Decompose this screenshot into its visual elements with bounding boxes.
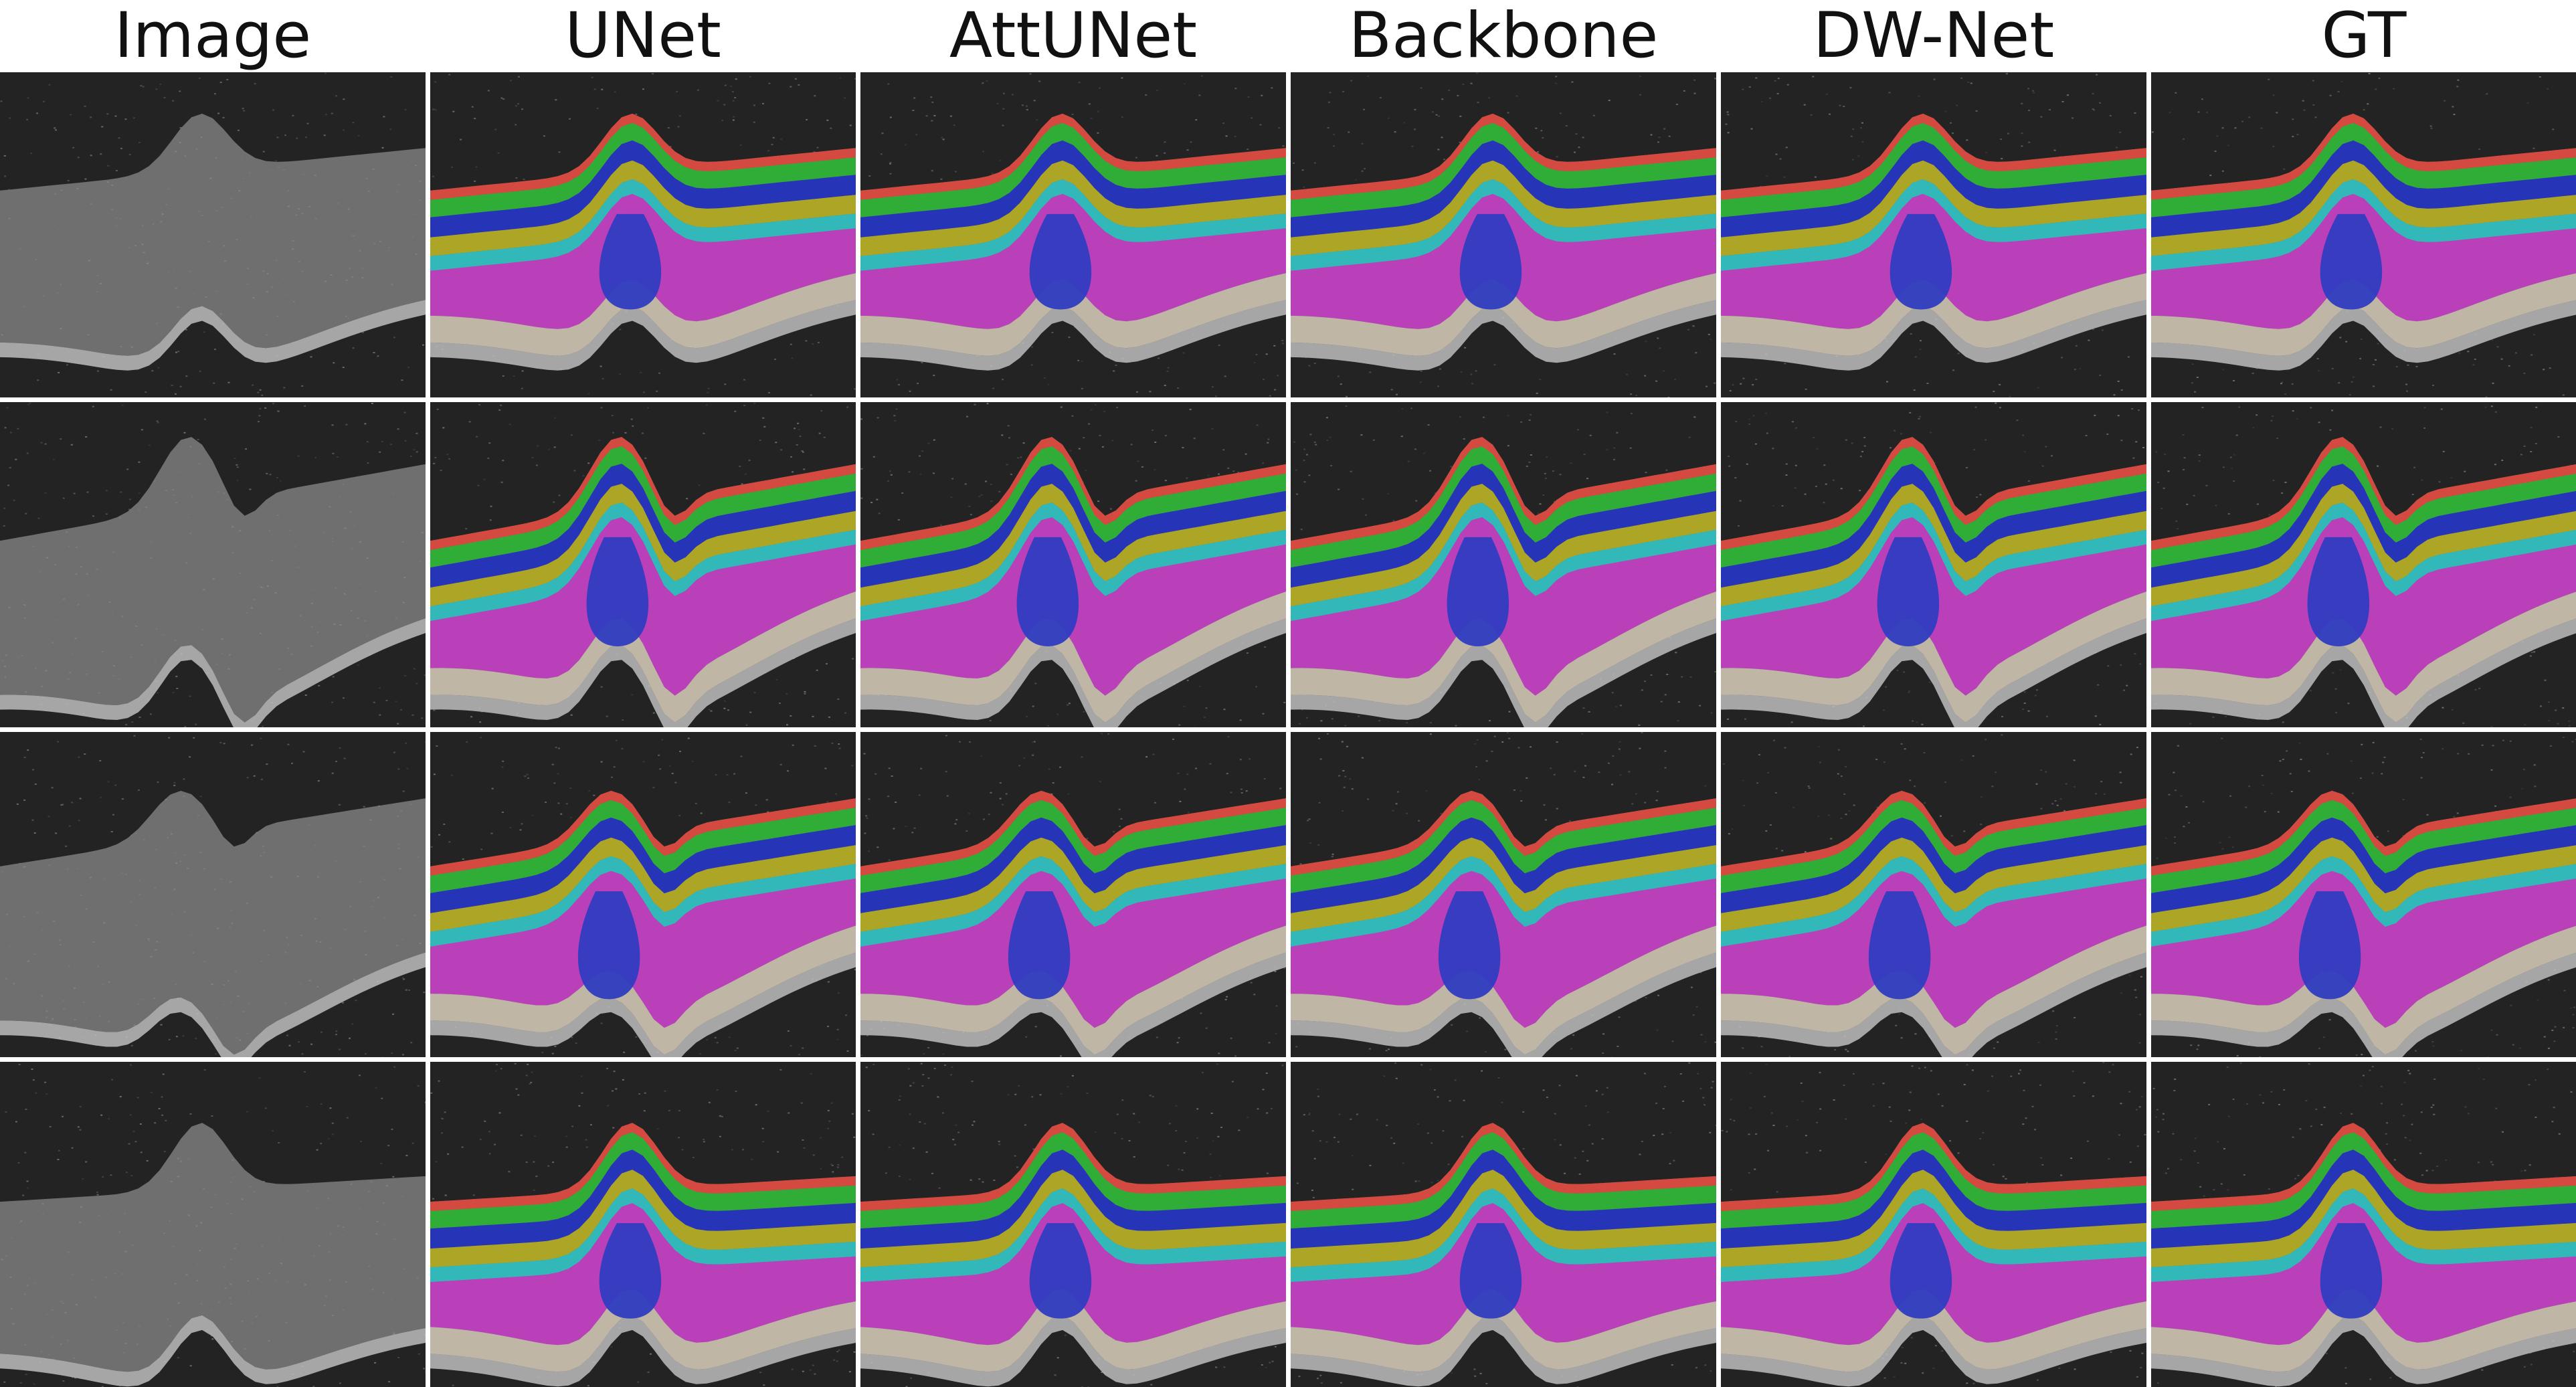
oct-scan	[860, 72, 1286, 397]
tile-row1-gt	[2151, 72, 2576, 397]
tile-row4-attunet	[860, 1062, 1286, 1387]
oct-scan	[0, 72, 426, 397]
oct-scan	[1291, 1062, 1716, 1387]
tile-row3-unet	[430, 732, 856, 1057]
tile-row2-dw-net	[1721, 402, 2146, 727]
oct-scan	[1291, 732, 1716, 1057]
oct-scan	[2151, 732, 2576, 1057]
oct-scan	[2151, 72, 2576, 397]
tile-row2-image	[0, 402, 426, 727]
tile-row2-gt	[2151, 402, 2576, 727]
tile-row2-attunet	[860, 402, 1286, 727]
tile-row4-unet	[430, 1062, 856, 1387]
tile-row3-backbone	[1291, 732, 1716, 1057]
oct-scan	[430, 72, 856, 397]
oct-scan	[2151, 1062, 2576, 1387]
column-headers: Image UNet AttUNet Backbone DW-Net GT	[0, 0, 2576, 72]
tile-row4-dw-net	[1721, 1062, 2146, 1387]
tile-row3-gt	[2151, 732, 2576, 1057]
segmentation-comparison-grid	[0, 72, 2576, 1386]
column-title-backbone: Backbone	[1291, 0, 1716, 72]
oct-scan	[860, 402, 1286, 727]
oct-scan	[430, 402, 856, 727]
column-title-gt: GT	[2151, 0, 2576, 72]
oct-scan	[860, 732, 1286, 1057]
tile-row1-unet	[430, 72, 856, 397]
oct-scan	[430, 732, 856, 1057]
oct-scan	[1721, 732, 2146, 1057]
oct-scan	[860, 1062, 1286, 1387]
oct-scan	[430, 1062, 856, 1387]
column-title-dw-net: DW-Net	[1721, 0, 2146, 72]
tile-row2-unet	[430, 402, 856, 727]
tile-row3-image	[0, 732, 426, 1057]
tile-row2-backbone	[1291, 402, 1716, 727]
tile-row1-dw-net	[1721, 72, 2146, 397]
tile-row1-image	[0, 72, 426, 397]
oct-scan	[1291, 402, 1716, 727]
oct-scan	[0, 732, 426, 1057]
tile-row1-backbone	[1291, 72, 1716, 397]
tile-row4-gt	[2151, 1062, 2576, 1387]
oct-scan	[1721, 402, 2146, 727]
oct-scan	[0, 402, 426, 727]
column-title-image: Image	[0, 0, 426, 72]
tile-row3-dw-net	[1721, 732, 2146, 1057]
tile-row4-backbone	[1291, 1062, 1716, 1387]
column-title-unet: UNet	[430, 0, 856, 72]
oct-scan	[1291, 72, 1716, 397]
oct-scan	[2151, 402, 2576, 727]
tile-row3-attunet	[860, 732, 1286, 1057]
tile-row1-attunet	[860, 72, 1286, 397]
oct-scan	[0, 1062, 426, 1387]
tile-row4-image	[0, 1062, 426, 1387]
oct-scan	[1721, 72, 2146, 397]
oct-scan	[1721, 1062, 2146, 1387]
column-title-attunet: AttUNet	[860, 0, 1286, 72]
